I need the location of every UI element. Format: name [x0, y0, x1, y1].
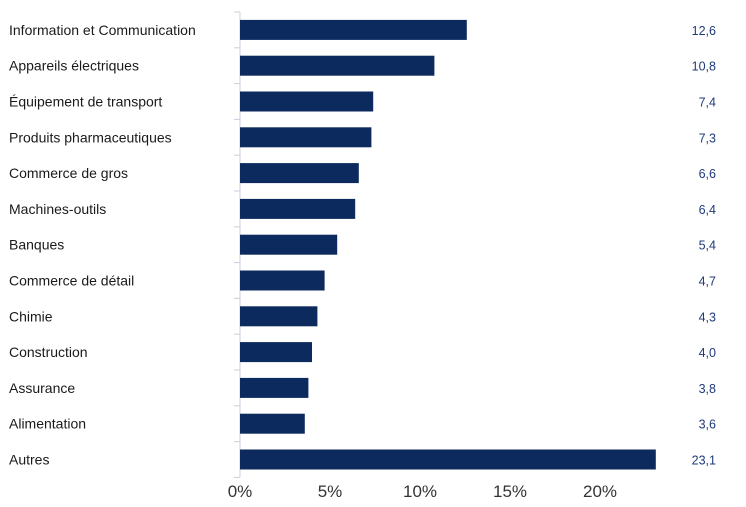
- bar: [240, 413, 305, 434]
- value-label: 4,3: [699, 310, 716, 324]
- bar: [240, 198, 356, 219]
- category-label: Assurance: [9, 380, 75, 396]
- category-label: Autres: [9, 452, 49, 468]
- value-label: 3,8: [699, 382, 716, 396]
- x-tick-label: 0%: [228, 482, 253, 501]
- value-label: 5,4: [699, 239, 716, 253]
- category-label: Machines-outils: [9, 201, 106, 217]
- category-label: Banques: [9, 237, 64, 253]
- bar: [240, 19, 467, 40]
- value-label: 6,4: [699, 203, 716, 217]
- value-label: 7,3: [699, 131, 716, 145]
- x-tick-label: 5%: [318, 482, 343, 501]
- x-tick-label: 10%: [403, 482, 437, 501]
- category-label: Produits pharmaceutiques: [9, 129, 172, 145]
- bar: [240, 127, 372, 148]
- category-label: Chimie: [9, 308, 53, 324]
- value-label: 7,4: [699, 96, 716, 110]
- category-label: Construction: [9, 344, 88, 360]
- bar: [240, 342, 312, 363]
- bar: [240, 91, 374, 112]
- bar: [240, 234, 338, 255]
- bar: [240, 270, 325, 291]
- bar: [240, 449, 656, 470]
- bar: [240, 55, 435, 76]
- category-label: Information et Communication: [9, 22, 196, 38]
- category-label: Équipement de transport: [9, 94, 162, 110]
- bar: [240, 306, 318, 327]
- value-label: 23,1: [692, 454, 716, 468]
- value-label: 10,8: [692, 60, 716, 74]
- category-label: Commerce de gros: [9, 165, 128, 181]
- value-label: 4,7: [699, 275, 716, 289]
- category-label: Commerce de détail: [9, 273, 134, 289]
- x-tick-label: 20%: [583, 482, 617, 501]
- value-label: 4,0: [699, 346, 716, 360]
- value-label: 12,6: [692, 24, 716, 38]
- value-label: 6,6: [699, 167, 716, 181]
- bar: [240, 163, 359, 184]
- value-label: 3,6: [699, 418, 716, 432]
- bar: [240, 377, 309, 398]
- x-tick-label: 15%: [493, 482, 527, 501]
- category-label: Alimentation: [9, 416, 86, 432]
- category-label: Appareils électriques: [9, 58, 139, 74]
